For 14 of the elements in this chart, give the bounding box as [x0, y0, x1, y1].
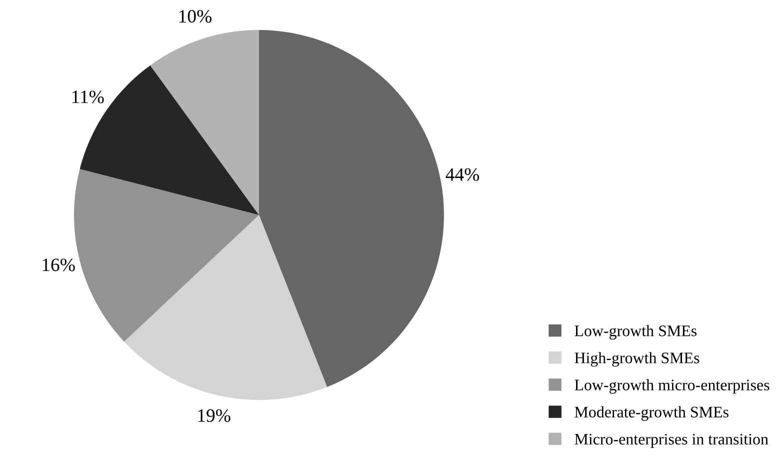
pie-slice: [124, 215, 328, 400]
data-label: 11%: [72, 90, 104, 104]
pie-slice: [74, 168, 259, 342]
legend-label: Moderate-growth SMEs: [574, 406, 728, 421]
legend-label: Low-growth SMEs: [574, 324, 697, 340]
legend-label: Micro-enterprises in transition: [574, 434, 768, 448]
pie-slice: [259, 30, 444, 388]
data-label: 19%: [198, 409, 230, 422]
legend-label: Low-growth micro-enterprises: [574, 379, 770, 394]
pie-slice: [150, 30, 259, 215]
legend-label: High-growth SMEs: [574, 352, 700, 367]
data-label: 10%: [179, 10, 212, 23]
data-label: 44%: [446, 168, 480, 181]
data-label: 16%: [42, 258, 75, 272]
